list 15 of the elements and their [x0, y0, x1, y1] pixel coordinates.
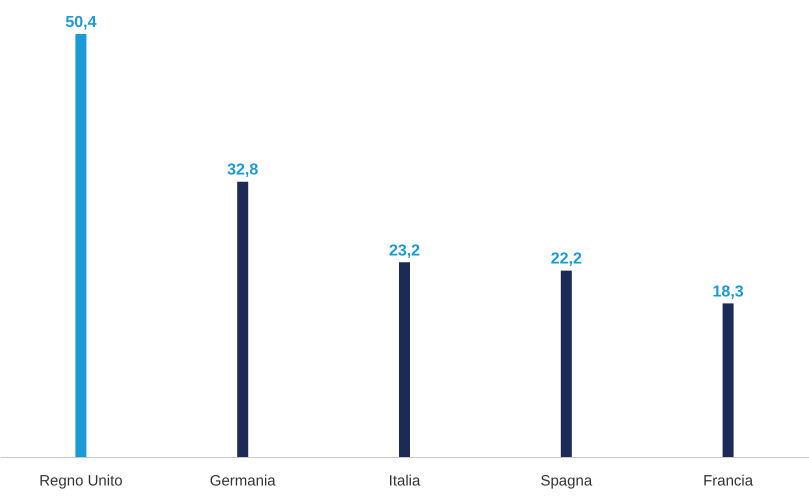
data-label: 18,3: [712, 283, 744, 300]
data-label: 32,8: [227, 162, 258, 179]
x-tick-label: Regno Unito: [39, 472, 123, 490]
bar: [560, 270, 572, 457]
x-tick-label: Italia: [388, 472, 421, 490]
bar: [722, 303, 734, 457]
x-tick-label: Germania: [210, 472, 276, 490]
bar: [75, 34, 86, 457]
x-tick-label: Spagna: [540, 472, 593, 490]
bar: [237, 182, 248, 457]
x-tick-label: Francia: [703, 472, 754, 490]
data-label: 23,2: [388, 242, 420, 260]
bar: [399, 262, 410, 457]
data-label: 50,4: [65, 14, 97, 31]
data-label: 22,2: [550, 250, 582, 268]
